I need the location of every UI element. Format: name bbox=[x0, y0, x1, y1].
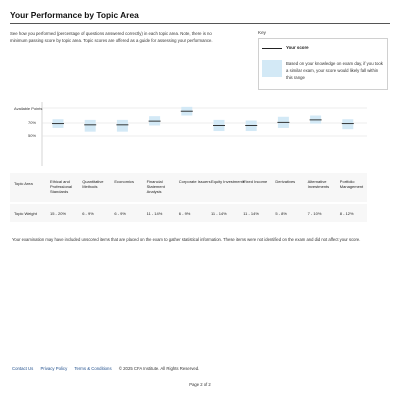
topic-name: Derivatives bbox=[275, 179, 309, 184]
footer: Contact Us Privacy Policy Terms & Condit… bbox=[12, 366, 199, 371]
score-range-bar bbox=[342, 119, 353, 129]
topic-name: Financial Statement Analysis bbox=[147, 179, 181, 195]
key-range-swatch bbox=[262, 60, 282, 77]
topic-weight-label: Topic Weight bbox=[14, 211, 37, 216]
topic-area-label: Topic Area bbox=[14, 181, 33, 186]
topic-weight: 6 - 9% bbox=[82, 211, 116, 216]
topic-weight: 11 - 14% bbox=[211, 211, 245, 216]
key-score-label: Your score bbox=[286, 45, 309, 50]
page-number: Page 2 of 2 bbox=[0, 382, 400, 387]
topic-name: Portfolio Management bbox=[340, 179, 374, 189]
topic-name: Corporate Issuers bbox=[179, 179, 213, 184]
terms-conditions-link[interactable]: Terms & Conditions bbox=[74, 366, 111, 371]
topic-weight: 5 - 8% bbox=[275, 211, 309, 216]
performance-chart: Available Points 70% 50% bbox=[0, 96, 400, 176]
page-title: Your Performance by Topic Area bbox=[10, 10, 390, 24]
key-legend: Your score Based on your knowledge on ex… bbox=[258, 38, 388, 90]
score-range-bar bbox=[85, 120, 96, 132]
topic-name: Equity Investments bbox=[211, 179, 245, 184]
y-label-70: 70% bbox=[28, 120, 36, 125]
topic-name: Quantitative Methods bbox=[82, 179, 116, 189]
topic-weight: 6 - 9% bbox=[179, 211, 213, 216]
score-range-bar bbox=[117, 120, 128, 132]
topic-weight: 11 - 14% bbox=[243, 211, 277, 216]
topic-weight: 7 - 10% bbox=[308, 211, 342, 216]
key-score-line bbox=[262, 48, 282, 49]
performance-chart-svg bbox=[0, 96, 400, 176]
key-range-label: Based on your knowledge on exam day, if … bbox=[286, 60, 386, 81]
y-label-50: 50% bbox=[28, 133, 36, 138]
topic-name: Alternative Investments bbox=[308, 179, 342, 189]
topic-weight: 11 - 14% bbox=[147, 211, 181, 216]
topic-weight: 6 - 9% bbox=[114, 211, 148, 216]
topic-weight: 8 - 12% bbox=[340, 211, 374, 216]
topic-name: Ethical and Professional Standards bbox=[50, 179, 84, 195]
intro-text: See how you performed (percentage of que… bbox=[10, 31, 215, 44]
y-label-available-points: Available Points bbox=[14, 106, 42, 111]
privacy-policy-link[interactable]: Privacy Policy bbox=[40, 366, 67, 371]
topic-weight: 15 - 20% bbox=[50, 211, 84, 216]
topic-name: Fixed Income bbox=[243, 179, 277, 184]
copyright-text: © 2025 CFA Institute. All Rights Reserve… bbox=[119, 366, 200, 371]
topic-name: Economics bbox=[114, 179, 148, 184]
key-title: Key bbox=[258, 30, 266, 35]
disclaimer-text: Your examination may have included unsco… bbox=[12, 237, 392, 242]
contact-us-link[interactable]: Contact Us bbox=[12, 366, 33, 371]
